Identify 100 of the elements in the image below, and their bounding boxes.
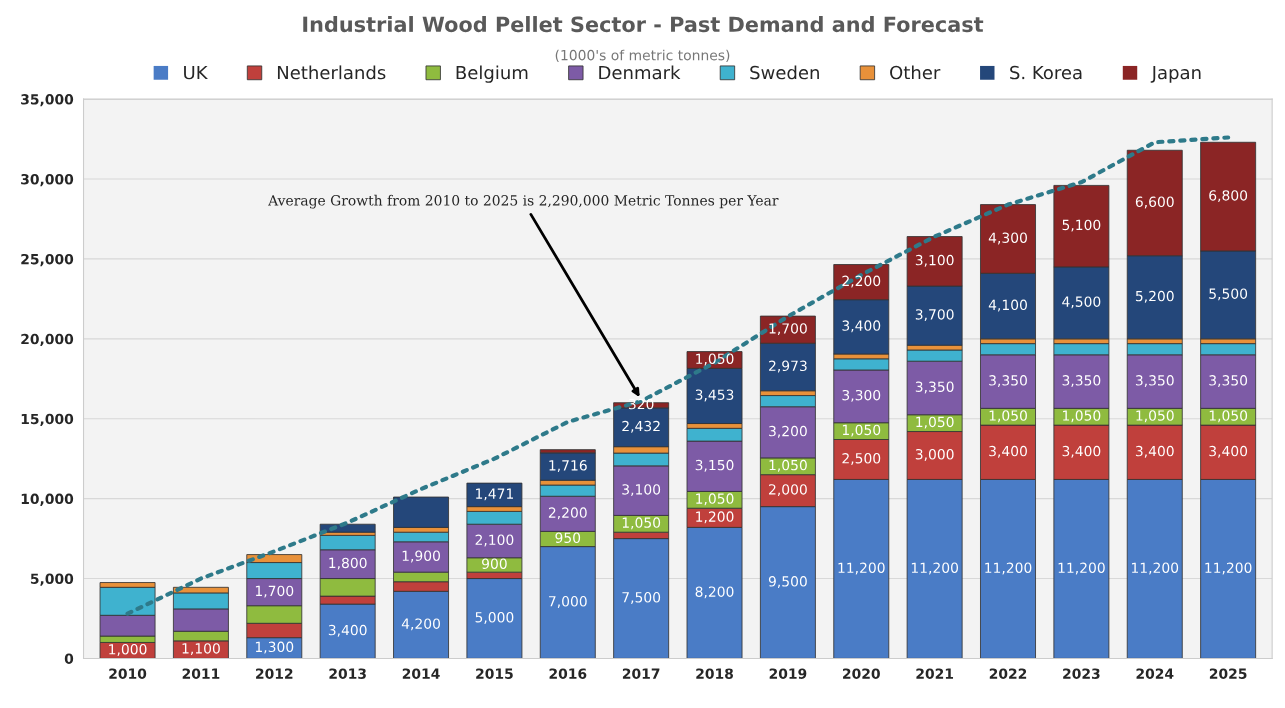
legend-label: Belgium xyxy=(456,65,528,83)
data-label: 3,350 xyxy=(1135,375,1174,388)
data-label: 1,800 xyxy=(329,557,367,570)
data-label: 2,500 xyxy=(842,453,881,465)
x-tick-label: 2014 xyxy=(402,668,440,679)
y-tick-label: 30,000 xyxy=(21,173,74,187)
data-label: 3,350 xyxy=(915,381,954,394)
legend-label: Denmark xyxy=(599,65,681,80)
data-label: 11,200 xyxy=(985,562,1032,575)
bar xyxy=(466,482,523,508)
data-label: 2,200 xyxy=(548,507,587,520)
data-label: 3,200 xyxy=(769,425,807,438)
data-label: 6,800 xyxy=(1209,190,1248,203)
data-label: 11,200 xyxy=(911,562,959,575)
x-tick-label: 2024 xyxy=(1136,668,1174,679)
data-label: 4,300 xyxy=(988,232,1027,245)
data-label: 4,200 xyxy=(401,618,440,631)
data-label: 4,100 xyxy=(988,299,1027,312)
x-tick-label: 2010 xyxy=(109,668,147,679)
legend-label: UK xyxy=(184,65,208,80)
data-label: 1,050 xyxy=(622,517,661,530)
data-label: 1,300 xyxy=(255,641,294,654)
data-label: 3,400 xyxy=(1062,445,1101,458)
chart-title: Industrial Wood Pellet Sector - Past Demand and Forecast xyxy=(303,16,984,33)
legend-label: Sweden xyxy=(750,65,819,80)
data-label: 5,100 xyxy=(1062,219,1101,232)
x-tick-label: 2025 xyxy=(1209,668,1247,679)
data-label: 1,050 xyxy=(1136,410,1174,423)
data-label: 3,400 xyxy=(1209,445,1248,458)
x-tick-label: 2019 xyxy=(769,668,807,679)
data-label: 1,000 xyxy=(109,643,147,656)
x-tick-label: 2022 xyxy=(989,668,1027,679)
data-label: 3,300 xyxy=(842,389,881,402)
data-label: 11,200 xyxy=(1131,562,1179,575)
data-label: 2,000 xyxy=(769,484,807,497)
data-label: 1,050 xyxy=(989,410,1027,423)
legend-label: Netherlands xyxy=(277,65,386,80)
data-label: 3,150 xyxy=(695,459,734,472)
data-label: 5,500 xyxy=(1209,288,1248,301)
data-label: 9,500 xyxy=(768,576,807,588)
data-label: 2,200 xyxy=(842,275,881,288)
data-label: 11,200 xyxy=(1205,562,1252,575)
data-label: 3,400 xyxy=(842,320,881,333)
y-tick-label: 5,000 xyxy=(30,573,74,586)
x-tick-label: 2011 xyxy=(182,668,220,679)
data-label: 3,000 xyxy=(915,449,954,461)
y-tick-label: 10,000 xyxy=(21,493,74,506)
x-tick-label: 2013 xyxy=(329,668,366,679)
data-label: 4,500 xyxy=(1062,296,1101,309)
annotation: Average Growth from 2010 to 2025 is 2,290,000 Metric Tonnes per Year xyxy=(268,194,779,209)
data-label: 1,900 xyxy=(402,550,440,563)
data-label: 3,100 xyxy=(915,254,954,267)
data-label: 2,432 xyxy=(622,420,660,433)
data-label: 7,000 xyxy=(549,596,587,608)
data-label: 6,600 xyxy=(1135,196,1174,209)
x-tick-label: 2012 xyxy=(256,668,293,679)
y-tick-label: 25,000 xyxy=(21,253,74,267)
x-tick-label: 2018 xyxy=(696,668,733,679)
x-tick-label: 2016 xyxy=(549,668,587,679)
y-tick-label: 35,000 xyxy=(21,94,74,107)
data-label: 950 xyxy=(555,532,581,544)
data-label: 8,200 xyxy=(695,586,734,599)
data-label: 3,100 xyxy=(622,484,661,497)
legend-label: Japan xyxy=(1150,65,1201,83)
data-label: 3,400 xyxy=(1135,445,1174,458)
data-label: 2,100 xyxy=(475,534,514,547)
y-tick-label: 15,000 xyxy=(21,413,74,426)
data-label: 1,700 xyxy=(769,323,807,336)
data-label: 1,716 xyxy=(549,460,587,472)
x-tick-label: 2017 xyxy=(622,668,660,679)
data-label: 1,050 xyxy=(1209,410,1248,423)
data-label: 900 xyxy=(482,558,507,569)
legend-label: Other xyxy=(890,65,941,80)
data-label: 3,350 xyxy=(989,375,1027,388)
data-label: 1,050 xyxy=(842,424,881,437)
data-label: 5,000 xyxy=(475,612,514,624)
data-label: 1,050 xyxy=(769,459,807,472)
data-label: 7,500 xyxy=(622,592,661,604)
y-tick-label: 20,000 xyxy=(21,333,74,347)
data-label: 1,100 xyxy=(182,643,220,656)
data-label: 11,200 xyxy=(1058,562,1105,575)
data-label: 1,050 xyxy=(696,493,734,506)
data-label: 3,400 xyxy=(328,624,367,637)
data-label: 1,200 xyxy=(696,511,734,524)
data-label: 1,050 xyxy=(696,353,734,366)
data-label: 3,400 xyxy=(989,445,1027,458)
data-label: 3,350 xyxy=(1209,375,1248,388)
data-label: 1,050 xyxy=(916,416,954,429)
x-tick-label: 2020 xyxy=(843,668,880,679)
y-tick-label: 0 xyxy=(64,653,74,664)
data-label: 2,973 xyxy=(769,360,807,373)
data-label: 3,453 xyxy=(695,389,734,402)
data-label: 1,050 xyxy=(1063,410,1101,423)
data-label: 1,700 xyxy=(255,585,294,598)
data-label: 5,200 xyxy=(1135,290,1174,303)
x-tick-label: 2023 xyxy=(1063,668,1100,679)
x-tick-label: 2015 xyxy=(476,668,513,679)
data-label: 1,471 xyxy=(476,488,514,501)
legend-label: S. Korea xyxy=(1010,65,1082,80)
chart-subtitle: (1000's of metric tonnes) xyxy=(555,49,730,63)
